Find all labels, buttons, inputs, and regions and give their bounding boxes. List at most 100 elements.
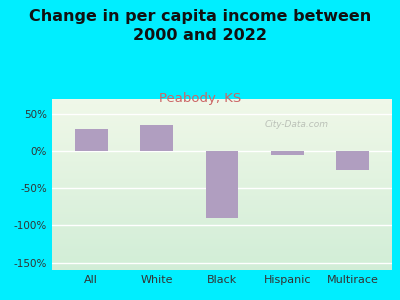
Bar: [52, 210, 392, 212]
Bar: [52, 159, 392, 160]
Bar: [52, 106, 392, 108]
Bar: [52, 207, 392, 208]
Bar: [52, 157, 392, 159]
Bar: [52, 265, 392, 267]
Bar: [52, 167, 392, 169]
Bar: [206, 151, 238, 218]
Bar: [52, 178, 392, 179]
Bar: [52, 155, 392, 157]
Bar: [52, 217, 392, 219]
Bar: [52, 219, 392, 220]
Bar: [52, 202, 392, 203]
Bar: [52, 111, 392, 113]
Bar: [52, 102, 392, 104]
Bar: [52, 114, 392, 116]
Bar: [52, 174, 392, 176]
Bar: [52, 186, 392, 188]
Bar: [52, 116, 392, 118]
Bar: [52, 123, 392, 125]
Bar: [52, 172, 392, 174]
Bar: [52, 263, 392, 265]
Bar: [52, 260, 392, 262]
Bar: [52, 179, 392, 181]
Bar: [52, 250, 392, 251]
Bar: [52, 205, 392, 207]
Bar: [52, 109, 392, 111]
Bar: [52, 195, 392, 197]
Bar: [52, 238, 392, 239]
Bar: [52, 176, 392, 178]
Bar: [52, 253, 392, 255]
Bar: [52, 126, 392, 128]
Bar: [52, 248, 392, 250]
Bar: [52, 131, 392, 133]
Bar: [52, 104, 392, 106]
Bar: [75, 129, 108, 151]
Bar: [52, 243, 392, 244]
Bar: [52, 148, 392, 150]
Bar: [52, 121, 392, 123]
Bar: [52, 220, 392, 222]
Bar: [140, 125, 173, 151]
Bar: [52, 196, 392, 198]
Bar: [52, 140, 392, 142]
Bar: [52, 108, 392, 109]
Bar: [52, 190, 392, 191]
Bar: [52, 128, 392, 130]
Bar: [52, 135, 392, 136]
Bar: [52, 258, 392, 260]
Bar: [52, 154, 392, 155]
Bar: [52, 244, 392, 246]
Bar: [271, 151, 304, 155]
Bar: [52, 267, 392, 268]
Bar: [52, 215, 392, 217]
Bar: [52, 136, 392, 138]
Bar: [52, 200, 392, 202]
Bar: [52, 268, 392, 270]
Bar: [52, 138, 392, 140]
Bar: [52, 246, 392, 248]
Bar: [52, 198, 392, 200]
Bar: [52, 169, 392, 171]
Bar: [52, 251, 392, 253]
Bar: [52, 118, 392, 119]
Bar: [52, 162, 392, 164]
Text: City-Data.com: City-Data.com: [265, 120, 329, 129]
Bar: [52, 203, 392, 205]
Bar: [52, 166, 392, 167]
Bar: [52, 142, 392, 143]
Bar: [52, 125, 392, 126]
Bar: [52, 255, 392, 256]
Bar: [52, 229, 392, 231]
Bar: [52, 188, 392, 190]
Bar: [52, 99, 392, 101]
Bar: [52, 160, 392, 162]
Text: Peabody, KS: Peabody, KS: [159, 92, 241, 104]
Bar: [52, 119, 392, 121]
Bar: [52, 133, 392, 135]
Bar: [52, 222, 392, 224]
Bar: [52, 147, 392, 148]
Bar: [52, 143, 392, 145]
Bar: [52, 130, 392, 131]
Bar: [52, 226, 392, 227]
Bar: [52, 214, 392, 215]
Bar: [52, 208, 392, 210]
Bar: [52, 145, 392, 147]
Bar: [52, 193, 392, 195]
Bar: [52, 236, 392, 238]
Bar: [52, 262, 392, 263]
Bar: [52, 101, 392, 102]
Bar: [52, 234, 392, 236]
Bar: [52, 191, 392, 193]
Bar: [52, 241, 392, 243]
Bar: [52, 232, 392, 234]
Text: Change in per capita income between
2000 and 2022: Change in per capita income between 2000…: [29, 9, 371, 43]
Bar: [52, 113, 392, 114]
Bar: [52, 212, 392, 214]
Bar: [52, 150, 392, 152]
Bar: [336, 151, 369, 170]
Bar: [52, 152, 392, 154]
Bar: [52, 224, 392, 226]
Bar: [52, 181, 392, 183]
